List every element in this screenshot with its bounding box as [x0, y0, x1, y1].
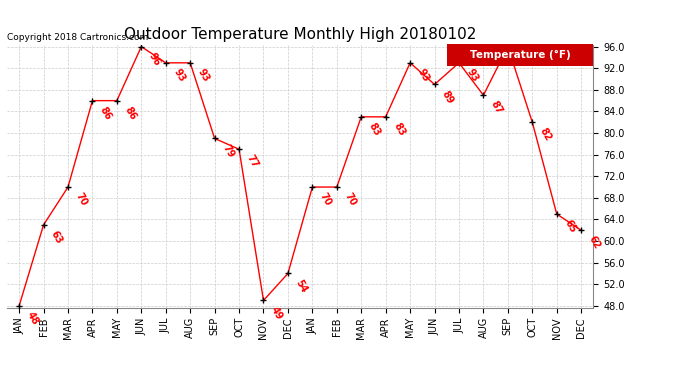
Text: 93: 93: [415, 67, 431, 84]
Text: 83: 83: [367, 121, 382, 138]
Text: 93: 93: [464, 67, 480, 84]
Text: 65: 65: [562, 218, 578, 235]
Text: 63: 63: [49, 229, 65, 246]
Text: 70: 70: [318, 191, 333, 208]
Text: 83: 83: [391, 121, 406, 138]
Text: 77: 77: [245, 153, 260, 170]
Text: 62: 62: [586, 234, 602, 251]
Text: 49: 49: [269, 304, 284, 321]
Text: 54: 54: [293, 278, 309, 294]
Text: 82: 82: [538, 126, 553, 143]
Text: 87: 87: [489, 99, 504, 116]
Text: 96: 96: [147, 51, 162, 68]
Text: 70: 70: [342, 191, 358, 208]
Text: 93: 93: [196, 67, 211, 84]
Text: 93: 93: [171, 67, 187, 84]
Title: Outdoor Temperature Monthly High 20180102: Outdoor Temperature Monthly High 2018010…: [124, 27, 476, 42]
Text: 48: 48: [25, 310, 40, 327]
Text: 89: 89: [440, 88, 455, 105]
Text: 79: 79: [220, 142, 235, 159]
Text: Copyright 2018 Cartronics.com: Copyright 2018 Cartronics.com: [7, 33, 148, 42]
Text: 96: 96: [513, 51, 529, 68]
Text: 70: 70: [74, 191, 89, 208]
Text: 86: 86: [122, 105, 138, 122]
Text: 86: 86: [98, 105, 113, 122]
